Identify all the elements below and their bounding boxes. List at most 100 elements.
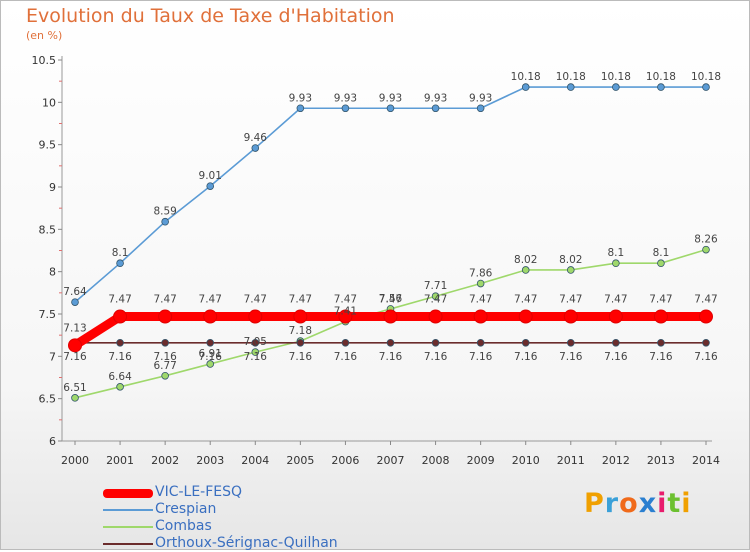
x-tick-label: 2004 bbox=[241, 454, 269, 467]
data-label: 6.64 bbox=[108, 371, 132, 383]
data-point bbox=[657, 83, 665, 91]
data-label: 8.59 bbox=[153, 206, 176, 218]
data-point bbox=[566, 338, 575, 347]
data-point bbox=[206, 338, 215, 347]
data-label: 7.47 bbox=[514, 294, 537, 306]
data-point bbox=[251, 338, 260, 347]
data-label: 7.47 bbox=[694, 294, 717, 306]
data-label: 7.47 bbox=[649, 294, 672, 306]
data-point bbox=[251, 348, 260, 356]
data-label: 9.93 bbox=[424, 92, 447, 104]
data-label: 8.02 bbox=[559, 254, 582, 266]
series-line bbox=[74, 86, 707, 303]
proxiti-logo: Proxiti bbox=[584, 488, 692, 519]
data-point bbox=[383, 309, 398, 324]
data-point bbox=[338, 309, 353, 324]
data-point bbox=[296, 104, 305, 113]
data-point bbox=[566, 83, 575, 91]
data-label: 7.47 bbox=[424, 294, 447, 306]
data-label: 9.93 bbox=[289, 92, 312, 104]
data-point bbox=[702, 83, 710, 91]
data-point bbox=[612, 259, 620, 268]
x-tick-label: 2011 bbox=[557, 454, 585, 467]
data-label: 7.16 bbox=[63, 351, 87, 363]
legend-swatch bbox=[103, 543, 153, 545]
data-label: 7.16 bbox=[244, 351, 268, 363]
x-tick-label: 2012 bbox=[602, 454, 630, 467]
data-point bbox=[563, 309, 578, 324]
data-label: 7.47 bbox=[199, 294, 222, 306]
data-label: 10.18 bbox=[646, 71, 676, 83]
y-tick-label: 7.5 bbox=[39, 308, 57, 321]
x-tick-label: 2008 bbox=[422, 454, 450, 467]
data-point bbox=[612, 83, 620, 91]
y-tick-label: 6.5 bbox=[39, 393, 57, 406]
data-point bbox=[521, 338, 530, 347]
legend-item: Combas bbox=[103, 518, 363, 535]
x-tick-label: 2007 bbox=[377, 454, 405, 467]
data-label: 7.18 bbox=[289, 325, 312, 337]
legend-item: Crespian bbox=[103, 501, 363, 518]
data-point bbox=[68, 338, 82, 353]
data-label: 7.47 bbox=[334, 294, 357, 306]
chart-subtitle: (en %) bbox=[26, 29, 63, 42]
data-point bbox=[476, 104, 485, 113]
data-label: 7.16 bbox=[334, 351, 358, 363]
data-label: 7.16 bbox=[199, 351, 223, 363]
data-labels: 7.64 8.1 8.59 9.01 9.46 9.93 9.93 9.93 9.93 9.93 1… bbox=[63, 71, 721, 394]
legend: VIC-LE-FESQ Crespian Combas Orthoux-Sérigna… bbox=[103, 484, 363, 552]
data-point bbox=[116, 259, 124, 268]
data-point bbox=[206, 182, 215, 190]
x-tick-label: 2014 bbox=[692, 454, 720, 467]
data-label: 7.16 bbox=[559, 351, 583, 363]
data-point bbox=[657, 338, 665, 347]
plot-area bbox=[68, 83, 713, 402]
data-point bbox=[248, 309, 263, 324]
data-point bbox=[71, 394, 79, 402]
data-point bbox=[521, 266, 530, 274]
data-label: 8.1 bbox=[112, 247, 129, 259]
legend-item: Orthoux-Sérignac-Quilhan bbox=[103, 535, 363, 552]
data-label: 8.26 bbox=[694, 234, 718, 246]
data-label: 7.71 bbox=[424, 280, 447, 292]
data-label: 7.64 bbox=[63, 286, 87, 298]
data-label: 7.47 bbox=[559, 294, 582, 306]
data-label: 9.93 bbox=[334, 92, 357, 104]
data-point bbox=[428, 309, 443, 324]
data-point bbox=[341, 338, 350, 347]
data-point bbox=[203, 309, 218, 324]
data-label: 10.18 bbox=[556, 71, 586, 83]
data-point bbox=[518, 309, 533, 324]
y-tick-label: 9 bbox=[49, 181, 56, 194]
x-tick-label: 2013 bbox=[647, 454, 675, 467]
data-point bbox=[612, 338, 620, 347]
data-point bbox=[476, 338, 485, 347]
chart-title: Evolution du Taux de Taxe d'Habitation bbox=[26, 5, 395, 27]
data-point bbox=[386, 338, 395, 347]
data-point bbox=[653, 309, 668, 324]
y-tick-label: 10 bbox=[42, 96, 56, 109]
data-label: 9.93 bbox=[469, 92, 492, 104]
x-tick-label: 2010 bbox=[512, 454, 540, 467]
x-tick-label: 2009 bbox=[467, 454, 495, 467]
data-label: 7.13 bbox=[63, 322, 86, 334]
data-point bbox=[431, 104, 440, 113]
logo-letter: r bbox=[604, 488, 620, 519]
data-point bbox=[116, 383, 124, 391]
x-tick-label: 2005 bbox=[286, 454, 314, 467]
legend-label: Combas bbox=[155, 518, 212, 534]
data-point bbox=[161, 372, 169, 380]
data-label: 10.18 bbox=[511, 71, 541, 83]
logo-letter: P bbox=[584, 488, 605, 519]
data-label: 7.86 bbox=[469, 268, 493, 280]
x-tick-label: 2000 bbox=[61, 454, 89, 467]
data-point bbox=[113, 309, 128, 324]
data-point bbox=[702, 245, 710, 254]
x-tick-label: 2003 bbox=[196, 454, 224, 467]
x-tick-label: 2001 bbox=[106, 454, 134, 467]
legend-item: VIC-LE-FESQ bbox=[103, 484, 363, 501]
data-label: 9.01 bbox=[199, 170, 222, 182]
